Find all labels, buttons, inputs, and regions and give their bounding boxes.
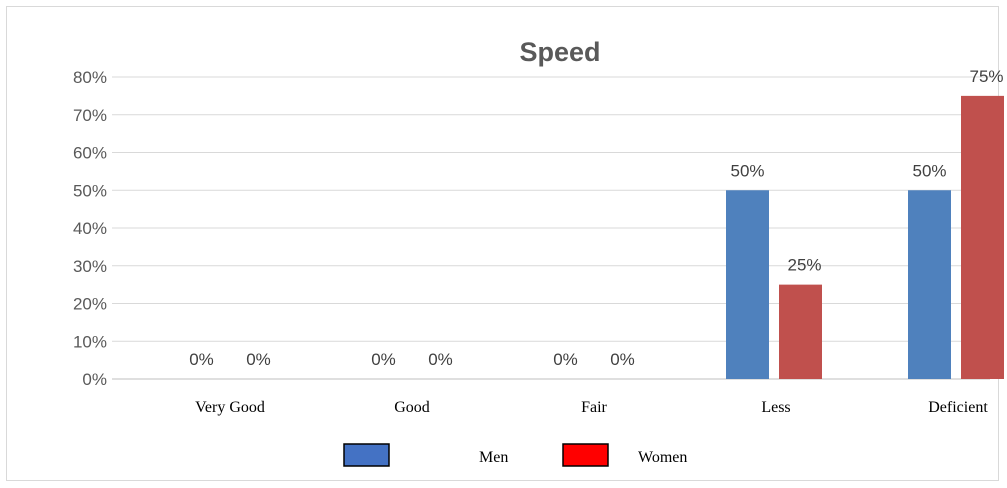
y-tick-label: 30% [73,257,107,276]
data-label: 0% [610,350,635,369]
data-labels: 0% 0% 0% 0% 0% 0% 50% 25% 50% 75% [189,67,1003,369]
y-axis-ticks: 0% 10% 20% 30% 40% 50% 60% 70% 80% [73,68,107,389]
y-tick-label: 20% [73,295,107,314]
chart-frame [6,6,999,481]
data-label: 0% [553,350,578,369]
x-tick-label: Good [394,399,430,416]
y-tick-label: 10% [73,332,107,351]
x-tick-label: Deficient [928,399,988,416]
data-label: 0% [428,350,453,369]
bar-women [779,284,822,379]
chart-title: Speed [519,37,600,67]
data-label: 50% [730,161,764,180]
y-tick-label: 70% [73,106,107,125]
gridlines [112,76,990,380]
y-tick-label: 80% [73,68,107,87]
y-tick-label: 50% [73,181,107,200]
y-tick-label: 60% [73,144,107,163]
data-label: 25% [787,256,821,275]
legend-label-women: Women [638,449,687,466]
x-tick-label: Very Good [195,399,265,416]
data-label: 0% [246,350,271,369]
x-tick-label: Fair [581,399,607,416]
legend: Men Women [343,443,687,467]
bar-men [908,190,951,379]
bars [726,95,1004,379]
x-axis-ticks: Very Good Good Fair Less Deficient [195,399,988,416]
data-label: 50% [912,161,946,180]
y-tick-label: 0% [82,370,107,389]
y-tick-label: 40% [73,219,107,238]
bar-women [961,95,1004,379]
legend-swatch-women [562,443,609,467]
x-tick-label: Less [761,399,790,416]
legend-swatch-men [343,443,390,467]
bar-men [726,190,769,379]
data-label: 75% [969,67,1003,86]
data-label: 0% [371,350,396,369]
legend-label-men: Men [479,449,508,466]
data-label: 0% [189,350,214,369]
